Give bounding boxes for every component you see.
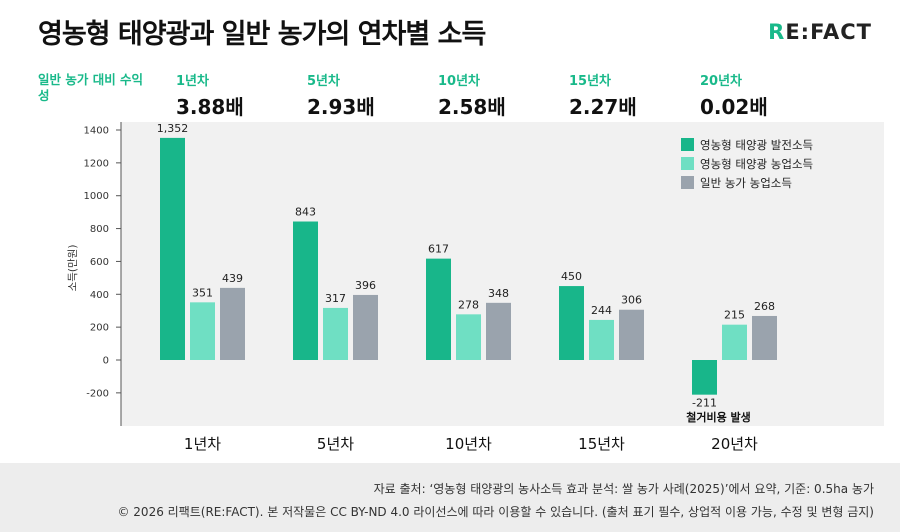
bar bbox=[589, 319, 614, 360]
legend-label: 일반 농가 농업소득 bbox=[700, 176, 792, 190]
ratio-value: 0.02배 bbox=[700, 95, 768, 119]
bar bbox=[293, 221, 318, 360]
footer: 자료 출처: ‘영농형 태양광의 농사소득 효과 분석: 쌀 농가 사례(202… bbox=[0, 463, 900, 532]
y-tick-label: 600 bbox=[90, 257, 109, 268]
ratio-label: 일반 농가 대비 수익성 bbox=[38, 72, 144, 103]
ratio-value: 3.88배 bbox=[176, 95, 244, 119]
ratio-value: 2.58배 bbox=[438, 95, 506, 119]
x-category-label: 1년차 bbox=[184, 435, 221, 453]
y-tick-label: 1000 bbox=[84, 191, 109, 202]
data-label: 278 bbox=[458, 298, 479, 311]
y-tick-label: -200 bbox=[86, 388, 109, 399]
data-label: 617 bbox=[428, 243, 449, 256]
income-bar-chart: 1400 1200 1000 800 600 400 200 0 -200 소득(만원) 1,352… bbox=[67, 122, 884, 453]
ratio-year: 5년차 bbox=[307, 74, 340, 89]
copyright-note: © 2026 리팩트(RE:FACT). 본 저작물은 CC BY-ND 4.0… bbox=[117, 505, 874, 519]
bar bbox=[160, 137, 185, 360]
bar bbox=[559, 286, 584, 360]
ratio-item: 15년차 2.27배 bbox=[569, 70, 637, 120]
ratio-item: 10년차 2.58배 bbox=[438, 70, 506, 120]
brand-logo: RE:FACT bbox=[768, 20, 872, 44]
ratio-item: 20년차 0.02배 bbox=[700, 70, 768, 120]
ratio-value: 2.93배 bbox=[307, 95, 375, 119]
legend-swatch bbox=[681, 176, 694, 189]
y-tick-label: 0 bbox=[103, 356, 109, 367]
bar bbox=[486, 302, 511, 360]
page-title: 영농형 태양광과 일반 농가의 연차별 소득 bbox=[38, 19, 486, 50]
y-tick-label: 400 bbox=[90, 290, 109, 301]
data-label: 317 bbox=[325, 292, 346, 305]
ratio-year: 1년차 bbox=[176, 74, 209, 89]
data-label: 450 bbox=[561, 270, 582, 283]
source-note: 자료 출처: ‘영농형 태양광의 농사소득 효과 분석: 쌀 농가 사례(202… bbox=[373, 482, 874, 496]
ratio-year: 15년차 bbox=[569, 74, 612, 89]
bar bbox=[456, 314, 481, 360]
ratio-item: 5년차 2.93배 bbox=[307, 70, 375, 120]
data-label: 439 bbox=[222, 272, 243, 285]
data-label: 348 bbox=[488, 287, 509, 300]
bar bbox=[426, 258, 451, 360]
bar bbox=[692, 360, 717, 395]
data-label: 244 bbox=[591, 304, 612, 317]
data-label: 351 bbox=[192, 286, 213, 299]
ratio-value: 2.27배 bbox=[569, 95, 637, 119]
ratio-year: 10년차 bbox=[438, 74, 481, 89]
bar bbox=[190, 302, 215, 360]
x-category-label: 10년차 bbox=[445, 435, 492, 453]
x-category-label: 5년차 bbox=[317, 435, 354, 453]
data-label: 396 bbox=[355, 279, 376, 292]
y-axis-label: 소득(만원) bbox=[67, 245, 79, 292]
legend-label: 영농형 태양광 발전소득 bbox=[700, 138, 813, 152]
data-label: 215 bbox=[724, 309, 745, 322]
plot-area bbox=[121, 122, 884, 426]
y-tick-label: 1200 bbox=[84, 158, 109, 169]
ratio-year: 20년차 bbox=[700, 74, 743, 89]
data-label: 843 bbox=[295, 206, 316, 219]
bar bbox=[722, 324, 747, 360]
data-label: 268 bbox=[754, 300, 775, 313]
data-label: -211 bbox=[692, 397, 717, 410]
x-category-label: 15년차 bbox=[578, 435, 625, 453]
annotation-removal-cost: 철거비용 발생 bbox=[686, 410, 751, 424]
bar bbox=[353, 294, 378, 360]
data-label: 306 bbox=[621, 294, 642, 307]
bar bbox=[752, 315, 777, 360]
legend-label: 영농형 태양광 농업소득 bbox=[700, 157, 813, 171]
bar bbox=[619, 309, 644, 360]
legend-swatch bbox=[681, 157, 694, 170]
legend-swatch bbox=[681, 138, 694, 151]
bar bbox=[323, 307, 348, 360]
y-tick-label: 1400 bbox=[84, 126, 109, 137]
y-tick-label: 200 bbox=[90, 323, 109, 334]
y-tick-label: 800 bbox=[90, 224, 109, 235]
x-category-label: 20년차 bbox=[711, 435, 758, 453]
bar bbox=[220, 287, 245, 360]
ratio-item: 1년차 3.88배 bbox=[176, 70, 244, 120]
data-label: 1,352 bbox=[157, 122, 189, 135]
